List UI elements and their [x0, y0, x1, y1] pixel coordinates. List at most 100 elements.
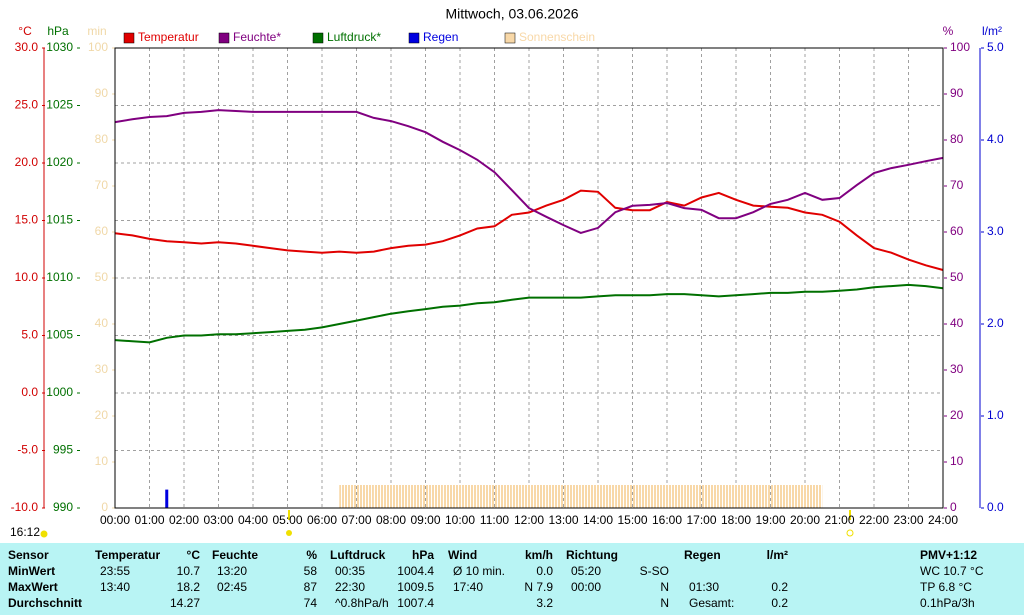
- axis-unit: %: [943, 24, 954, 38]
- y-tick-label: 5.0: [21, 328, 38, 342]
- table-cell: 23:55: [100, 564, 130, 578]
- bar: [391, 485, 409, 508]
- table-cell: 0.0: [536, 564, 553, 578]
- bar: [165, 489, 169, 508]
- table-cell: Gesamt:: [689, 596, 734, 610]
- table-cell: 74: [304, 596, 318, 610]
- table-cell: 13:40: [100, 580, 130, 594]
- table-cell: S-SO: [640, 564, 669, 578]
- table-cell: 02:45: [217, 580, 247, 594]
- table-cell: hPa: [412, 548, 434, 562]
- bar: [615, 485, 633, 508]
- bar: [460, 485, 478, 508]
- bar: [753, 485, 771, 508]
- x-tick-label: 14:00: [583, 513, 613, 527]
- table-cell: °C: [187, 548, 201, 562]
- y-tick-label: 10: [95, 454, 109, 468]
- x-tick-label: 22:00: [859, 513, 889, 527]
- table-cell: Richtung: [566, 548, 618, 562]
- bar: [442, 485, 460, 508]
- table-cell: Ø 10 min.: [453, 564, 505, 578]
- bar: [339, 485, 357, 508]
- table-cell: 1007.4: [397, 596, 434, 610]
- table-cell: TP 6.8 °C: [920, 580, 972, 594]
- legend-label: Feuchte*: [233, 30, 281, 44]
- table-cell: 0.1hPa/3h: [920, 596, 975, 610]
- x-tick-label: 00:00: [100, 513, 130, 527]
- stats-table: [0, 543, 1024, 615]
- table-cell: Luftdruck: [330, 548, 386, 562]
- chart-title: Mittwoch, 03.06.2026: [445, 6, 578, 22]
- bar: [356, 485, 374, 508]
- axis-unit: hPa: [47, 24, 69, 38]
- y-tick-label: 1005: [46, 328, 73, 342]
- line: [114, 283, 944, 344]
- y-tick-label: 1030: [46, 40, 73, 54]
- axis-unit: °C: [18, 24, 32, 38]
- bar: [373, 485, 391, 508]
- table-cell: l/m²: [767, 548, 788, 562]
- x-tick-label: 01:00: [134, 513, 164, 527]
- table-cell: 13:20: [217, 564, 247, 578]
- y-tick-label: 40: [950, 316, 964, 330]
- table-cell: 17:40: [453, 580, 483, 594]
- y-tick-label: 1000: [46, 385, 73, 399]
- table-cell: 01:30: [689, 580, 719, 594]
- table-cell: 1004.4: [397, 564, 434, 578]
- x-tick-label: 20:00: [790, 513, 820, 527]
- table-cell: N: [660, 596, 669, 610]
- bar: [701, 485, 719, 508]
- x-tick-label: 09:00: [410, 513, 440, 527]
- x-tick-label: 07:00: [341, 513, 371, 527]
- y-tick-label: 0: [101, 500, 108, 514]
- x-tick-label: 10:00: [445, 513, 475, 527]
- legend-swatch: [504, 32, 516, 44]
- table-cell: 10.7: [177, 564, 201, 578]
- x-tick-label: 08:00: [376, 513, 406, 527]
- table-cell: 18.2: [177, 580, 201, 594]
- table-cell: 00:00: [571, 580, 601, 594]
- table-cell: km/h: [525, 548, 553, 562]
- table-cell: 1009.5: [397, 580, 434, 594]
- y-tick-label: 0: [950, 500, 957, 514]
- table-cell: Feuchte: [212, 548, 258, 562]
- y-tick-label: 15.0: [15, 213, 39, 227]
- x-tick-label: 18:00: [721, 513, 751, 527]
- bar: [494, 485, 512, 508]
- sunrise-icon: [286, 530, 292, 536]
- table-cell: Regen: [684, 548, 721, 562]
- table-cell: 05:20: [571, 564, 601, 578]
- bar: [511, 485, 529, 508]
- y-tick-label: 80: [950, 132, 964, 146]
- bar: [770, 485, 788, 508]
- y-tick-label: 25.0: [15, 98, 39, 112]
- table-cell: WC 10.7 °C: [920, 564, 984, 578]
- y-tick-label: 1020: [46, 155, 73, 169]
- bar: [598, 485, 616, 508]
- bar: [805, 485, 823, 508]
- current-time: 16:12: [10, 525, 40, 539]
- table-cell: 14.27: [170, 596, 200, 610]
- y-tick-label: 60: [950, 224, 964, 238]
- line: [114, 109, 944, 234]
- x-tick-label: 17:00: [686, 513, 716, 527]
- y-tick-label: 0.0: [987, 500, 1004, 514]
- y-tick-label: -5.0: [17, 443, 38, 457]
- x-tick-label: 12:00: [514, 513, 544, 527]
- axis-unit: l/m²: [982, 24, 1002, 38]
- table-cell: 0.2: [771, 596, 788, 610]
- y-tick-label: 10: [950, 454, 964, 468]
- table-cell: 3.2: [536, 596, 553, 610]
- bar: [718, 485, 736, 508]
- legend-label: Temperatur: [138, 30, 199, 44]
- y-tick-label: 10.0: [15, 270, 39, 284]
- table-cell: PMV+1:12: [920, 548, 977, 562]
- y-tick-label: 1010: [46, 270, 73, 284]
- x-tick-label: 15:00: [617, 513, 647, 527]
- x-tick-label: 21:00: [824, 513, 854, 527]
- x-tick-label: 13:00: [548, 513, 578, 527]
- bar: [632, 485, 650, 508]
- y-tick-label: 20: [95, 408, 109, 422]
- x-tick-label: 03:00: [203, 513, 233, 527]
- table-cell: MinWert: [8, 564, 55, 578]
